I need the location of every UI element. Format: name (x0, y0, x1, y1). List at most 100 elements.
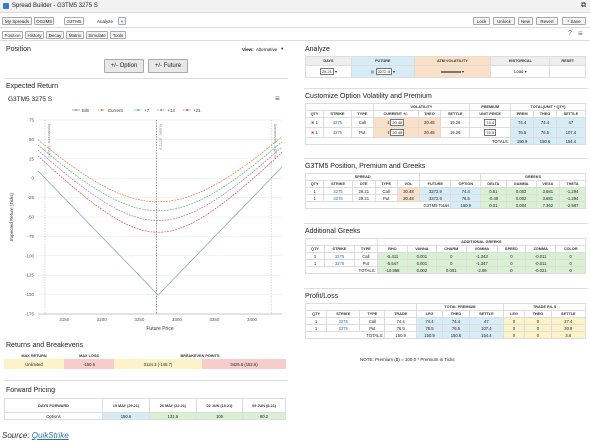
option-button[interactable]: +/- Option (104, 59, 144, 73)
menu-icon[interactable]: ≡ (578, 29, 583, 38)
tab-position[interactable]: Position (2, 31, 23, 39)
unlock-button[interactable]: Unlock (493, 17, 515, 25)
totals-label: TOTALS: (305, 266, 378, 274)
pl-leg: 0 (503, 317, 526, 325)
total: 0.001 (435, 266, 467, 274)
type: Call (351, 117, 374, 128)
vomma: -1.347 (465, 259, 498, 267)
remove-icon[interactable]: ✖ (310, 130, 315, 135)
col-vomma: VOMMA (465, 245, 498, 253)
view-select[interactable]: Alternative (256, 47, 278, 52)
help-icon[interactable]: ? (568, 30, 572, 37)
type: Call (359, 317, 386, 325)
series-line (37, 152, 283, 233)
tab-og2m5[interactable]: OG2M5 (34, 17, 54, 25)
series-line (37, 136, 283, 203)
tab-my-spreads[interactable]: My Spreads (2, 17, 32, 25)
strike: 3275 (324, 259, 355, 267)
chart-menu-icon[interactable]: ≡ (275, 94, 280, 103)
totals-label: TOTALS: (304, 137, 512, 145)
total: -10.958 (376, 266, 409, 274)
tab-tools[interactable]: Tools (110, 31, 126, 39)
unit-price-input[interactable]: 74.4 (484, 119, 497, 126)
chevron-down-icon[interactable]: ▾ (524, 69, 527, 74)
fwd-date-1: 19 MAY (29.21) (102, 398, 150, 413)
y-tick-label: -150 (25, 292, 35, 297)
settle: 19.26 (440, 117, 471, 128)
totals-label: G3TM5 Totals (304, 201, 452, 209)
theo: 20.48 (417, 127, 442, 138)
tab-matrix[interactable]: Matrix (66, 31, 84, 39)
tab-g3tm5[interactable]: G3TM5 (64, 17, 84, 25)
add-tab-button[interactable]: + (118, 17, 126, 25)
zomma: -0.011 (524, 259, 557, 267)
x-tick-label: 3350 (209, 317, 220, 322)
col-current: CURRENT +/- (372, 110, 419, 118)
historical-load[interactable]: Load (514, 69, 524, 74)
gamma: 0.002 (505, 187, 537, 195)
remove-icon[interactable]: ✖ (310, 120, 315, 125)
breakeven-header: BREAKEVEN POINTS (180, 353, 220, 358)
total: 150.9 (450, 201, 482, 209)
settle: 107.4 (468, 324, 505, 332)
app-icon (3, 3, 9, 9)
max-loss-value: -150.6 (64, 359, 114, 369)
new-button[interactable]: New (518, 17, 533, 25)
theo: 76.5 (442, 324, 470, 332)
strike: 3275 (326, 324, 361, 332)
window-title: Spread Builder - G3TM5 3275 S (12, 3, 98, 9)
option: 76.5 (450, 194, 482, 202)
tab-analyze[interactable]: Analyze (96, 18, 113, 24)
tab-simulate[interactable]: Simulate (86, 31, 108, 39)
chevron-down-icon[interactable]: ▾ (392, 69, 396, 74)
fwd-value: 80.2 (242, 412, 286, 420)
total-theo: 74.4 (533, 117, 557, 128)
tab-history[interactable]: History (25, 31, 44, 39)
unit-price-input[interactable]: 76.5 (484, 129, 497, 136)
days-input[interactable]: 29.21 (319, 68, 334, 75)
total-theo: 76.5 (533, 127, 557, 138)
prem: 76.5 (510, 127, 535, 138)
stepper-icon[interactable]: ⇕ (386, 120, 391, 125)
vomma: -1.343 (465, 252, 498, 260)
future-button[interactable]: +/- Future (148, 59, 188, 73)
qty: 1 (315, 130, 318, 135)
days-header: DAYS (305, 56, 352, 66)
vol: 20.48 (396, 194, 421, 202)
theo: 74.4 (442, 317, 470, 325)
x-axis-label: Future Price (146, 326, 173, 332)
total-premium-group-header: TOTAL PREMIUM (415, 303, 505, 311)
tab-decay[interactable]: Decay (46, 31, 64, 39)
chevron-down-icon[interactable]: ▾ (335, 69, 338, 74)
fwd-row-label: Options (4, 412, 103, 420)
vol-input[interactable]: 20.48 (390, 119, 405, 126)
breakeven-1: 3124.3 (-148.7) (114, 359, 202, 369)
col-settle: SETTLE (555, 110, 587, 118)
stepper-icon[interactable]: ⇕ (386, 130, 391, 135)
expected-return-title: Expected Return (6, 83, 59, 90)
source-link[interactable]: QuikStrike (31, 431, 69, 440)
lock-button[interactable]: Lock (473, 17, 490, 25)
type: Call (374, 187, 398, 195)
addl-greeks-table: ADDITIONAL GREEKS QTY STRIKE TYPE RHO VANNA C… (304, 238, 587, 274)
atm-vol-input[interactable] (440, 71, 461, 73)
popout-icon[interactable]: ⧉ (581, 2, 586, 9)
strike: 3275 (322, 127, 353, 138)
legend-marker (75, 109, 77, 111)
col-rho: RHO (376, 245, 409, 253)
legend-label: +21 (193, 108, 201, 113)
pl-theo: 0 (524, 324, 552, 332)
save-button[interactable]: * Save (562, 17, 586, 25)
revert-button[interactable]: Revert (536, 17, 558, 25)
total: 150.9 (415, 331, 444, 339)
col-theo: THEO (533, 110, 557, 118)
chevron-down-icon[interactable]: ▾ (461, 69, 465, 74)
vol-input[interactable]: 20.48 (390, 129, 405, 136)
leg: 76.5 (415, 324, 444, 332)
y-tick-label: -50 (27, 215, 34, 220)
analyze-title: Analyze (305, 46, 330, 53)
col-speed: SPEED (496, 245, 526, 253)
future-input[interactable]: 3272.9 (375, 68, 392, 75)
greeks-group-header: GREEKS (480, 173, 586, 181)
calculator-icon[interactable]: ▦ (370, 69, 375, 74)
